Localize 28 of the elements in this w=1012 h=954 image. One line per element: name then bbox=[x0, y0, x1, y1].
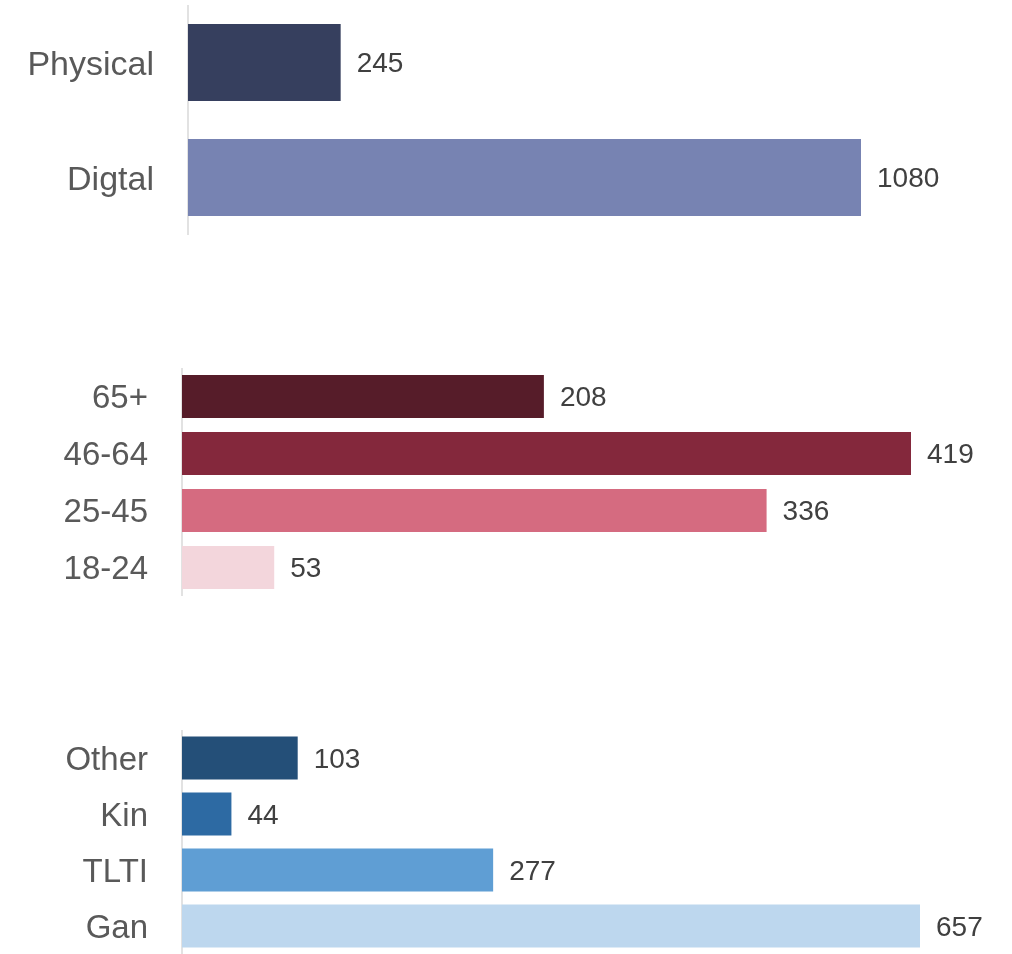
y-tick-label: Digtal bbox=[67, 158, 154, 197]
data-label: 336 bbox=[782, 495, 830, 526]
y-tick-label: Physical bbox=[27, 43, 154, 82]
y-tick-label: TLTI bbox=[82, 851, 148, 889]
y-tick-label: 46-64 bbox=[63, 435, 148, 472]
y-tick-label: 65+ bbox=[92, 378, 148, 415]
data-label: 53 bbox=[290, 552, 322, 583]
data-label: 419 bbox=[927, 438, 974, 469]
bar bbox=[182, 792, 232, 836]
data-label: 245 bbox=[356, 47, 404, 78]
bar bbox=[182, 546, 275, 589]
data-label: 208 bbox=[559, 381, 607, 412]
data-label: 1080 bbox=[877, 162, 940, 193]
y-tick-label: Kin bbox=[100, 795, 148, 833]
bar bbox=[182, 432, 911, 475]
y-tick-label: 18-24 bbox=[63, 549, 148, 586]
data-label: 44 bbox=[247, 798, 279, 830]
bar bbox=[182, 848, 494, 892]
bar bbox=[182, 375, 544, 418]
y-tick-label: Gan bbox=[85, 907, 148, 945]
data-label: 277 bbox=[509, 854, 556, 886]
bar bbox=[182, 489, 767, 532]
bar bbox=[182, 904, 920, 948]
y-tick-label: Other bbox=[65, 739, 148, 777]
bar bbox=[182, 736, 298, 780]
data-label: 657 bbox=[936, 910, 983, 942]
y-tick-label: 25-45 bbox=[63, 492, 148, 529]
data-label: 103 bbox=[313, 742, 361, 774]
